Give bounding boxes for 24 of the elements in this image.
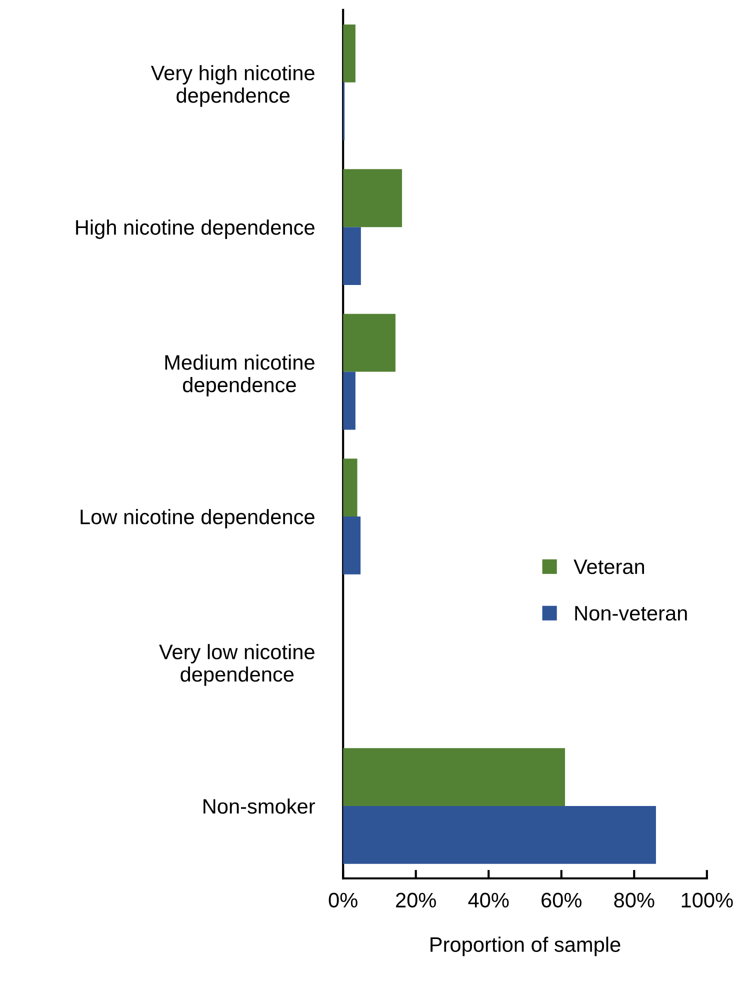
- x-tick-label: 60%: [542, 892, 582, 908]
- x-tick-label: 0%: [328, 892, 358, 908]
- y-tick-label: Very low nicotine dependence: [159, 644, 314, 686]
- y-tick-label: High nicotine dependence: [76, 220, 314, 239]
- x-tick-label: 100%: [682, 892, 733, 908]
- y-tick-label: Very high nicotine dependence: [150, 65, 314, 107]
- x-tick-label: 40%: [468, 892, 509, 908]
- legend-label: Non-veteran: [575, 606, 687, 621]
- bar: [343, 458, 358, 517]
- bar: [343, 516, 361, 574]
- x-tick-label: 20%: [396, 892, 436, 908]
- bar: [343, 372, 356, 430]
- x-axis-title: Proportion of sample: [430, 936, 620, 956]
- y-tick-label: Low nicotine dependence: [80, 508, 314, 528]
- y-tick-label: Non-smoker: [204, 798, 315, 814]
- bar: [343, 169, 402, 228]
- bar: [343, 227, 361, 285]
- bar: [343, 314, 396, 372]
- bar: [343, 24, 356, 82]
- legend-label: Veteran: [574, 560, 644, 574]
- bar: [343, 806, 656, 864]
- bar: [343, 748, 566, 806]
- x-tick-label: 80%: [614, 892, 654, 908]
- y-tick-label: Medium nicotine dependence: [165, 354, 314, 396]
